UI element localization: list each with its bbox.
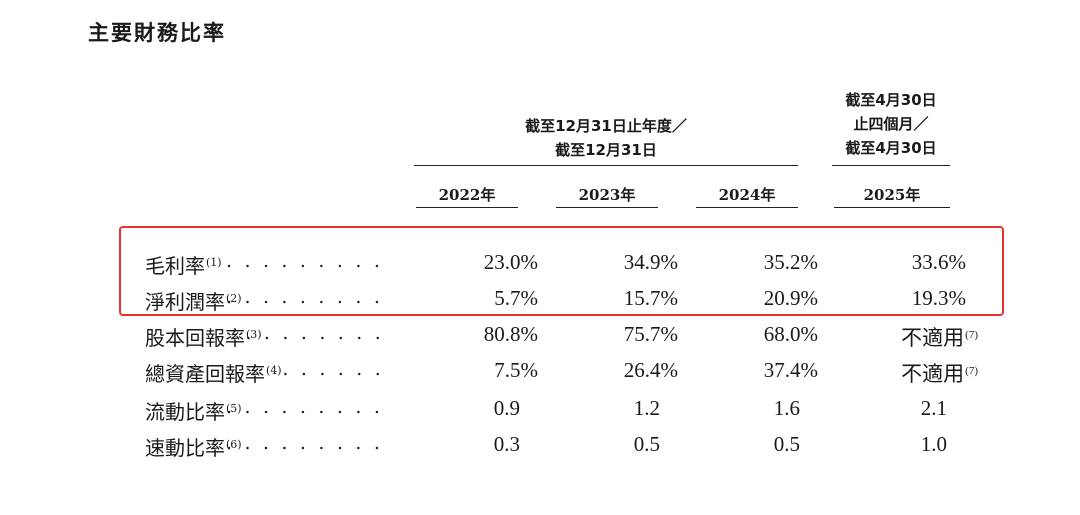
row-label: 毛利率(1) xyxy=(145,254,222,278)
value-2024: 68.0% xyxy=(763,322,818,346)
dot-leader: . . . . . . . . xyxy=(245,322,384,344)
period-header-interim-line2: 止四個月／ xyxy=(853,115,929,133)
row-label: 流動比率(5) xyxy=(145,400,242,424)
period-header-annual-line1: 截至12月31日止年度／ xyxy=(525,117,687,135)
year-rule-2025 xyxy=(834,207,950,208)
value-2022: 0.3 xyxy=(493,432,520,456)
period-header-annual-line2: 截至12月31日 xyxy=(555,141,657,159)
value-2023: 0.5 xyxy=(633,432,660,456)
year-header-2022: 2022年 xyxy=(438,186,496,204)
value-2022: 0.9 xyxy=(493,396,520,420)
value-2023: 1.2 xyxy=(633,396,660,420)
row-label: 速動比率(6) xyxy=(145,436,242,460)
footnote-ref: (3) xyxy=(246,328,262,341)
table-row: 速動比率(6) . . . . . . . . . . 0.3 0.5 0.5 … xyxy=(0,432,1080,468)
value-2025: 不適用(7) xyxy=(901,326,978,350)
footnote-ref: (2) xyxy=(226,292,242,305)
dot-leader: . . . . . . . . . . xyxy=(226,432,384,454)
value-2022: 23.0% xyxy=(483,250,538,274)
table-row: 淨利潤率(2) . . . . . . . . . . 5.7% 15.7% 2… xyxy=(0,286,1080,322)
dot-leader: . . . . . . . . . . xyxy=(226,396,384,418)
value-2023: 15.7% xyxy=(623,286,678,310)
footnote-ref: (4) xyxy=(266,364,282,377)
header-rule-annual xyxy=(414,165,798,166)
year-header-2025: 2025年 xyxy=(863,186,921,204)
table-row: 流動比率(5) . . . . . . . . . . 0.9 1.2 1.6 … xyxy=(0,396,1080,432)
value-2023: 34.9% xyxy=(623,250,678,274)
value-2023: 75.7% xyxy=(623,322,678,346)
value-2025: 2.1 xyxy=(920,396,947,420)
value-2024: 37.4% xyxy=(763,358,818,382)
value-2024: 1.6 xyxy=(773,396,800,420)
period-header-interim-line3: 截至4月30日 xyxy=(845,139,937,157)
value-2025: 1.0 xyxy=(920,432,947,456)
table-row: 總資產回報率(4) . . . . . . 7.5% 26.4% 37.4% 不… xyxy=(0,358,1080,394)
value-2024: 0.5 xyxy=(773,432,800,456)
row-label: 總資產回報率(4) xyxy=(145,362,282,386)
value-2025: 不適用(7) xyxy=(901,362,978,386)
year-rule-2024 xyxy=(696,207,798,208)
row-label: 股本回報率(3) xyxy=(145,326,262,350)
header-rule-interim xyxy=(832,165,950,166)
year-header-2024: 2024年 xyxy=(718,186,776,204)
value-2025: 33.6% xyxy=(911,250,966,274)
footnote-ref: (5) xyxy=(226,402,242,415)
value-2025: 19.3% xyxy=(911,286,966,310)
value-2024: 20.9% xyxy=(763,286,818,310)
year-header-2023: 2023年 xyxy=(578,186,636,204)
value-2022: 7.5% xyxy=(494,358,538,382)
dot-leader: . . . . . . . . . . xyxy=(226,286,384,308)
footnote-ref: (1) xyxy=(206,256,222,269)
table-row: 毛利率(1) . . . . . . . . . . . . 23.0% 34.… xyxy=(0,250,1080,286)
dot-leader: . . . . . . xyxy=(282,358,384,380)
period-header-interim-line1: 截至4月30日 xyxy=(845,91,937,109)
table-row: 股本回報率(3) . . . . . . . . 80.8% 75.7% 68.… xyxy=(0,322,1080,358)
footnote-ref: (6) xyxy=(226,438,242,451)
value-2022: 80.8% xyxy=(483,322,538,346)
row-label: 淨利潤率(2) xyxy=(145,290,242,314)
year-rule-2023 xyxy=(556,207,658,208)
period-header-annual: 截至12月31日止年度／ 截至12月31日 xyxy=(414,114,798,162)
dot-leader: . . . . . . . . . . . . xyxy=(226,250,384,272)
value-2022: 5.7% xyxy=(494,286,538,310)
value-2024: 35.2% xyxy=(763,250,818,274)
section-title: 主要財務比率 xyxy=(88,21,226,45)
year-rule-2022 xyxy=(416,207,518,208)
period-header-interim: 截至4月30日 止四個月／ 截至4月30日 xyxy=(832,88,950,160)
value-2023: 26.4% xyxy=(623,358,678,382)
highlight-box xyxy=(119,226,1004,316)
